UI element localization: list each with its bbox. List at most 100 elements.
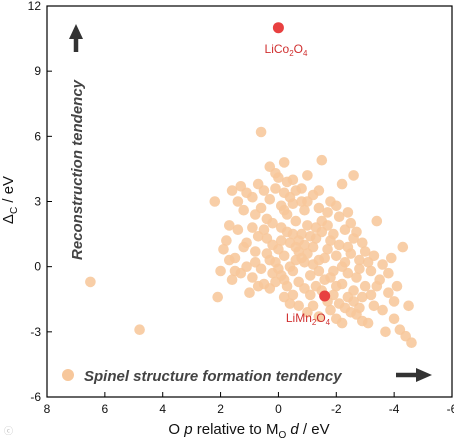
limno-label: LiMn2O4 (286, 311, 331, 327)
data-point (322, 220, 333, 231)
x-tick-label: -6 (447, 402, 454, 416)
data-point (319, 252, 331, 264)
data-point (383, 287, 394, 299)
data-point (270, 183, 281, 194)
data-point (218, 244, 229, 255)
data-point (305, 289, 316, 301)
data-point (354, 254, 365, 266)
data-point (278, 291, 290, 303)
data-point (278, 187, 290, 199)
data-point (357, 315, 368, 327)
data-point (264, 161, 276, 172)
data-point (302, 196, 313, 207)
data-point (293, 300, 305, 312)
data-point (313, 265, 325, 277)
data-point (377, 259, 388, 270)
data-point (359, 246, 371, 257)
data-point (351, 226, 362, 238)
x-tick-label: -2 (331, 402, 342, 416)
data-point (302, 170, 313, 181)
data-point (281, 226, 293, 238)
data-point (276, 235, 287, 246)
data-point (212, 291, 223, 303)
data-point (270, 276, 281, 288)
data-point (365, 265, 377, 277)
licoo-label: LiCo2O4 (265, 42, 308, 58)
data-point (247, 222, 258, 233)
data-point (224, 220, 235, 231)
x-tick-label: 0 (275, 402, 282, 416)
data-point (209, 196, 221, 207)
x-tick-label: 2 (217, 402, 224, 416)
data-point (252, 280, 264, 292)
points-layer (85, 126, 417, 349)
data-point (305, 270, 316, 281)
data-point (328, 289, 339, 301)
data-point (371, 280, 383, 292)
data-point (302, 220, 313, 231)
data-point (362, 257, 374, 268)
data-point (255, 202, 267, 214)
data-point (368, 300, 380, 312)
data-point (357, 291, 368, 303)
data-point (406, 337, 417, 349)
data-point (244, 287, 255, 299)
data-point (331, 280, 342, 292)
data-point (281, 280, 293, 292)
data-point (299, 239, 310, 251)
y-tick-label: 3 (34, 195, 41, 209)
data-point (278, 250, 290, 262)
ticks-layer: 8 6 4 2 0 -2 -4 -6 -6 -3 0 3 6 9 12 (28, 0, 454, 416)
up-arrow-icon (69, 24, 83, 52)
data-point (391, 280, 403, 292)
data-point (388, 296, 400, 307)
data-point (342, 241, 354, 253)
legend-label: Spinel structure formation tendency (84, 368, 342, 385)
x-tick-label: 6 (102, 402, 109, 416)
y-axis-label: ΔC / eV (0, 176, 20, 224)
data-point (226, 185, 238, 196)
data-point (255, 263, 267, 275)
data-point (322, 207, 333, 218)
data-point (290, 254, 302, 266)
data-point (307, 300, 319, 312)
x-axis-label: O p relative to MO d / eV (168, 421, 329, 441)
data-point (290, 185, 302, 196)
x-tick-label: 8 (44, 402, 51, 416)
legend-marker (62, 369, 74, 381)
right-arrow-icon (396, 368, 432, 382)
data-point (342, 207, 354, 218)
data-point (287, 174, 299, 186)
data-point (322, 244, 333, 255)
data-point (264, 194, 276, 205)
data-point (290, 215, 302, 227)
data-point (383, 267, 394, 279)
y-tick-label: -3 (30, 325, 41, 339)
data-point (302, 248, 313, 259)
data-point (328, 228, 339, 240)
data-point (247, 191, 258, 203)
data-point (270, 257, 281, 268)
data-point (232, 224, 244, 235)
data-point (313, 202, 325, 214)
data-point (134, 324, 145, 336)
x-tick-label: 4 (159, 402, 166, 416)
data-point (250, 246, 261, 257)
data-point (354, 263, 365, 275)
data-point (354, 302, 365, 314)
data-point (331, 200, 342, 212)
y-tick-label: 6 (34, 129, 41, 143)
data-point (397, 241, 409, 253)
data-point (336, 317, 348, 329)
data-point (229, 265, 241, 277)
data-point (348, 170, 359, 181)
data-point (226, 274, 238, 286)
data-point (351, 272, 362, 283)
watermark-icon: ⓒ (4, 427, 14, 437)
data-point (325, 304, 336, 316)
data-point (215, 265, 226, 277)
data-point (357, 237, 368, 249)
data-point (388, 313, 400, 325)
data-point (258, 185, 270, 196)
